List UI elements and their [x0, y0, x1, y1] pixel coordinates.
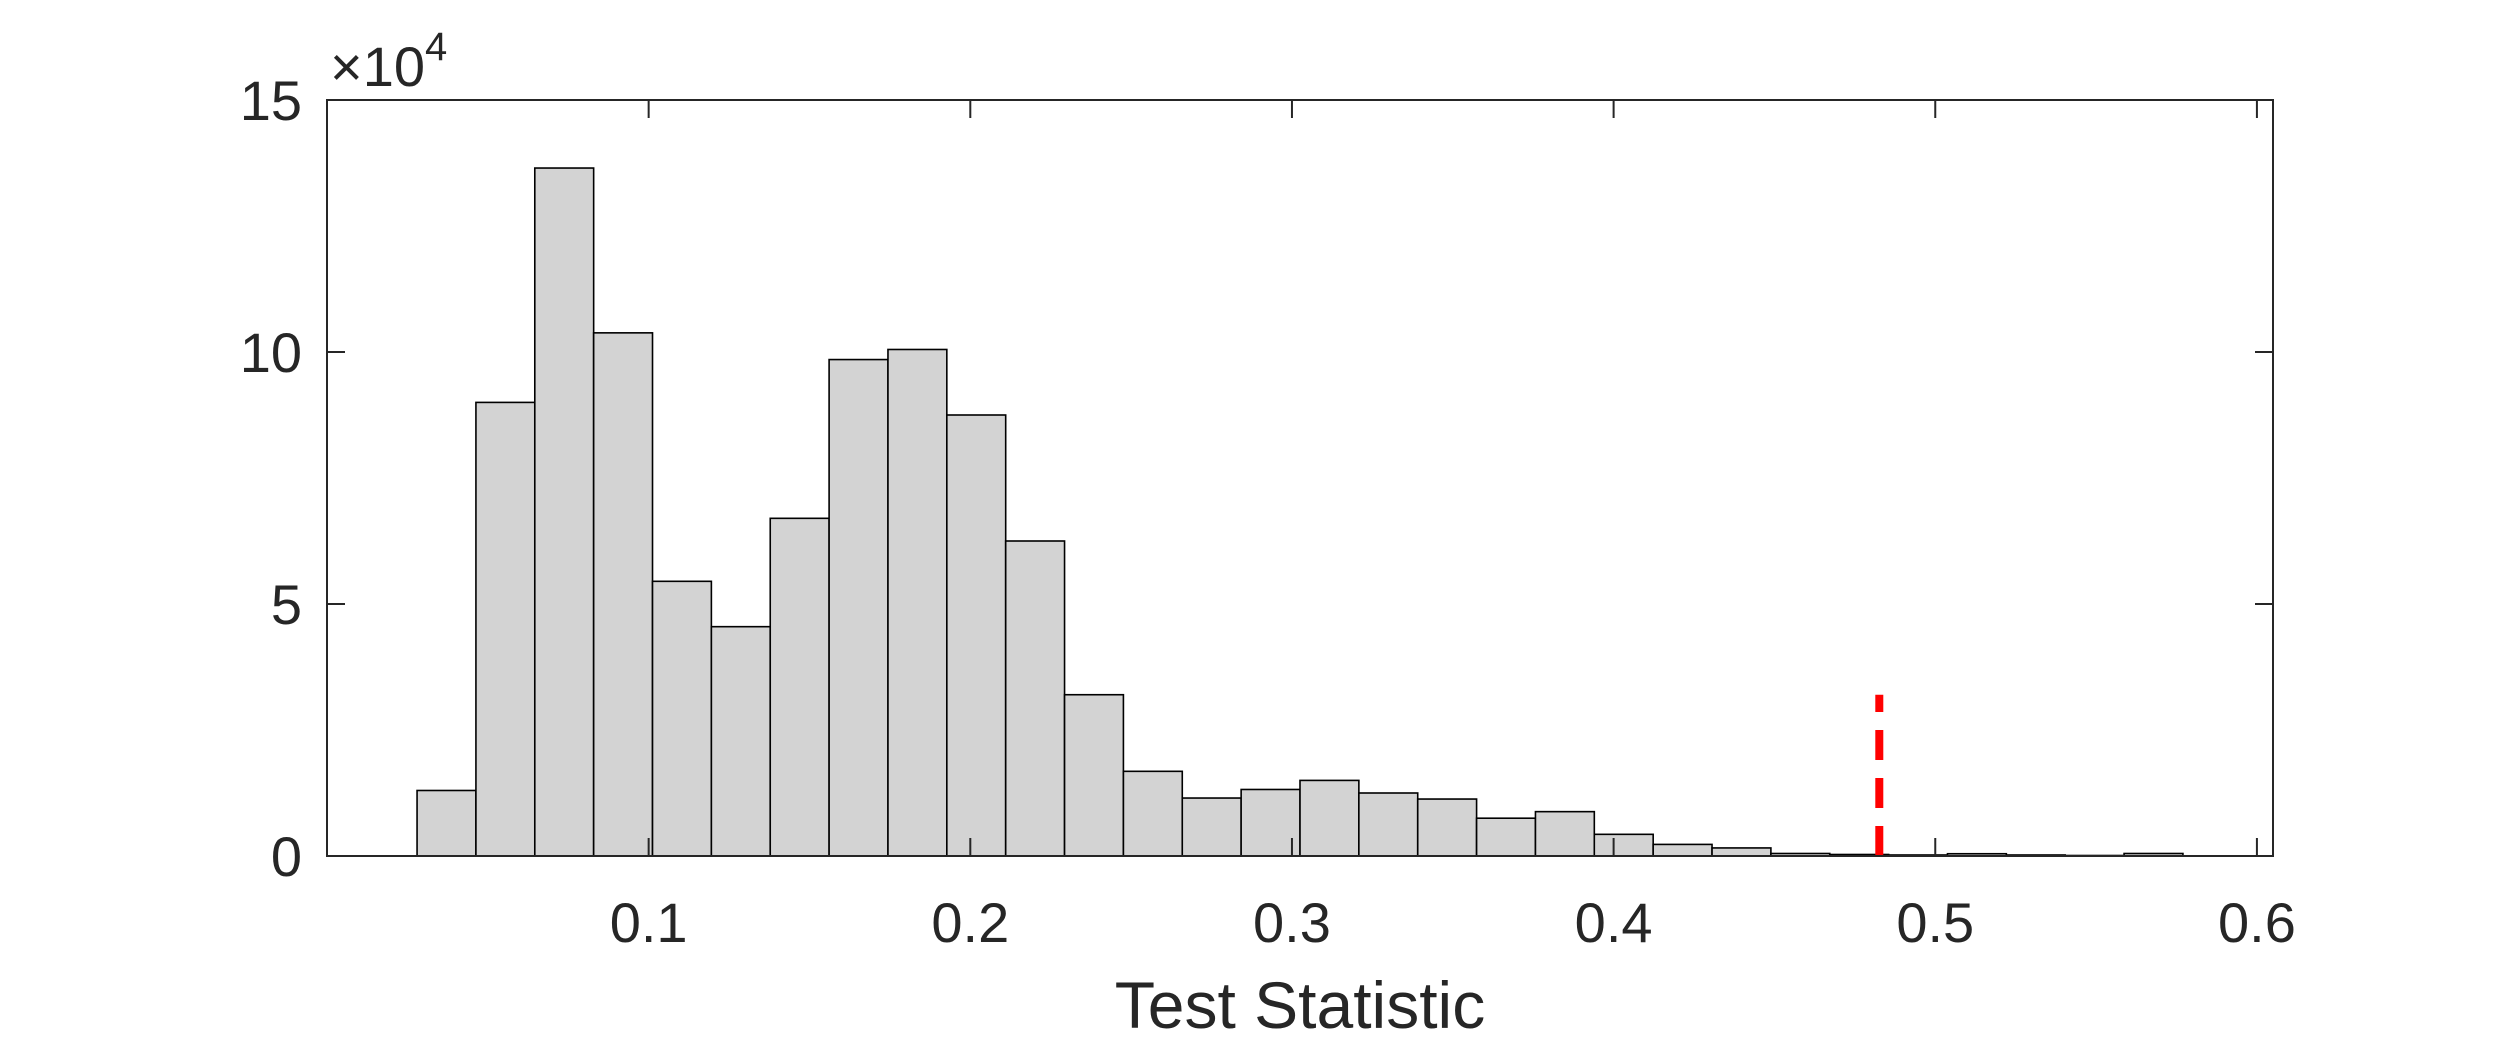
x-tick-label: 0.3 [1253, 891, 1331, 954]
histogram-bar [475, 401, 536, 857]
multiplier-exponent: 4 [425, 25, 447, 69]
histogram-bar [1475, 817, 1537, 857]
histogram-bar [887, 348, 948, 857]
x-axis-ticks: 0.1 0.2 0.3 0.4 0.5 0.6 [610, 100, 2296, 954]
histogram-bar [1122, 770, 1184, 857]
histogram-bar [1063, 693, 1125, 857]
histogram-bar [1358, 792, 1419, 857]
histogram-bar [828, 358, 889, 857]
histogram-bar [1534, 810, 1596, 857]
histogram-bar [592, 332, 654, 857]
multiplier-base: 10 [363, 35, 425, 98]
y-tick-label: 0 [271, 825, 302, 888]
histogram-bar [710, 625, 772, 857]
histogram-bar [651, 580, 713, 857]
histogram-bar [1004, 540, 1066, 857]
histogram-bar [1593, 833, 1654, 857]
y-tick-label: 10 [240, 321, 302, 384]
histogram-bar [1181, 797, 1242, 857]
histogram-bar [1299, 779, 1360, 857]
x-tick-label: 0.5 [1896, 891, 1974, 954]
y-tick-label: 5 [271, 573, 302, 636]
histogram-bar [1652, 843, 1713, 857]
histogram-bars [416, 167, 2184, 857]
histogram-bar [769, 517, 830, 857]
histogram-bar [1416, 798, 1478, 857]
multiplier-times-sign: × [330, 35, 363, 98]
x-tick-label: 0.6 [2218, 891, 2296, 954]
x-tick-label: 0.4 [1575, 891, 1653, 954]
histogram-bar [1240, 788, 1301, 857]
x-axis-label: Test Statistic [1115, 968, 1485, 1042]
y-axis-multiplier: ×104 [330, 25, 447, 98]
histogram-bar [416, 789, 477, 857]
x-tick-label: 0.1 [610, 891, 688, 954]
y-axis-ticks: 0 5 10 15 [240, 69, 2273, 888]
histogram-bar [946, 414, 1007, 857]
histogram-bar [1711, 847, 1772, 857]
histogram-bar [533, 167, 595, 857]
x-tick-label: 0.2 [931, 891, 1009, 954]
y-tick-label: 15 [240, 69, 302, 132]
plot-frame [326, 99, 2274, 857]
